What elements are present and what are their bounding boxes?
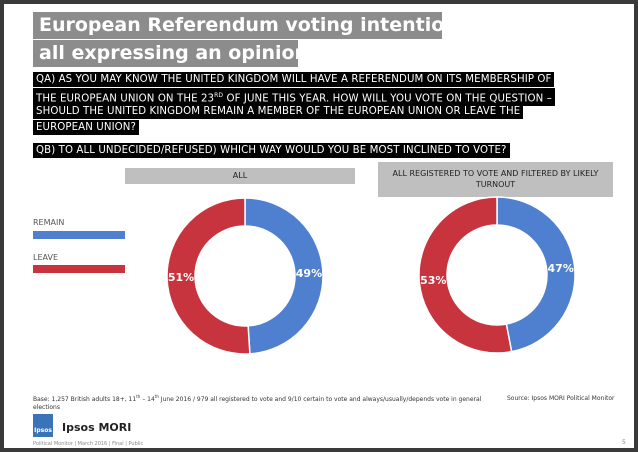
data-label: 53% <box>420 274 446 287</box>
logo: Ipsos <box>33 414 53 437</box>
data-label: 47% <box>548 262 574 275</box>
question-line: THE EUROPEAN UNION ON THE 23RD OF JUNE T… <box>33 88 555 107</box>
brand: Ipsos MORI <box>62 421 132 434</box>
source: Source: Ipsos MORI Political Monitor <box>507 395 615 402</box>
data-label: 49% <box>296 267 322 280</box>
base-text: – 14 <box>142 396 155 403</box>
legend-swatch <box>33 231 125 239</box>
superscript: RD <box>214 92 224 99</box>
donut-slice <box>166 197 251 355</box>
question-line: EUROPEAN UNION? <box>33 120 140 135</box>
donut-slice <box>418 196 513 354</box>
title: all expressing an opinion <box>33 40 308 67</box>
donut-slice <box>244 197 324 355</box>
question-line: QB) TO ALL UNDECIDED/REFUSED) WHICH WAY … <box>33 143 510 158</box>
base-text: Base: 1,257 British adults 18+, 11 <box>33 396 137 403</box>
chart-header: ALL REGISTERED TO VOTE AND FILTERED BY L… <box>378 162 613 197</box>
legend-swatch <box>33 265 125 273</box>
base-note: Base: 1,257 British adults 18+, 11th – 1… <box>33 393 493 412</box>
title: European Referendum voting intention <box>33 12 458 39</box>
question-line: SHOULD THE UNITED KINGDOM REMAIN A MEMBE… <box>33 104 524 119</box>
chart-header: ALL <box>125 168 355 184</box>
data-label: 51% <box>168 271 194 284</box>
legend-label: REMAIN <box>33 218 65 227</box>
charts: 49% 51% 47% 53% <box>166 196 576 355</box>
legend-label: LEAVE <box>33 253 58 262</box>
superscript: th <box>136 394 141 399</box>
footer: Political Monitor | March 2016 | Final |… <box>33 441 144 447</box>
donut-slice <box>496 196 576 353</box>
question-line: QA) AS YOU MAY KNOW THE UNITED KINGDOM W… <box>33 72 555 87</box>
superscript: th <box>154 394 159 399</box>
question-text: THE EUROPEAN UNION ON THE 23 <box>36 93 215 105</box>
base-text: June 2016 / 979 all registered to vote a… <box>33 396 482 411</box>
question-text: OF JUNE THIS YEAR. HOW WILL YOU VOTE ON … <box>226 93 552 105</box>
page-number: 5 <box>622 439 626 446</box>
